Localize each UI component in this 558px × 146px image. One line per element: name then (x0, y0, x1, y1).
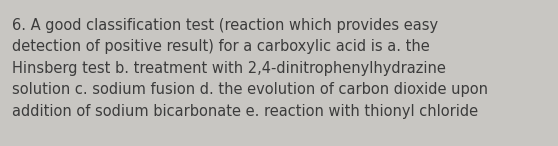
Text: 6. A good classification test (reaction which provides easy
detection of positiv: 6. A good classification test (reaction … (12, 18, 488, 119)
